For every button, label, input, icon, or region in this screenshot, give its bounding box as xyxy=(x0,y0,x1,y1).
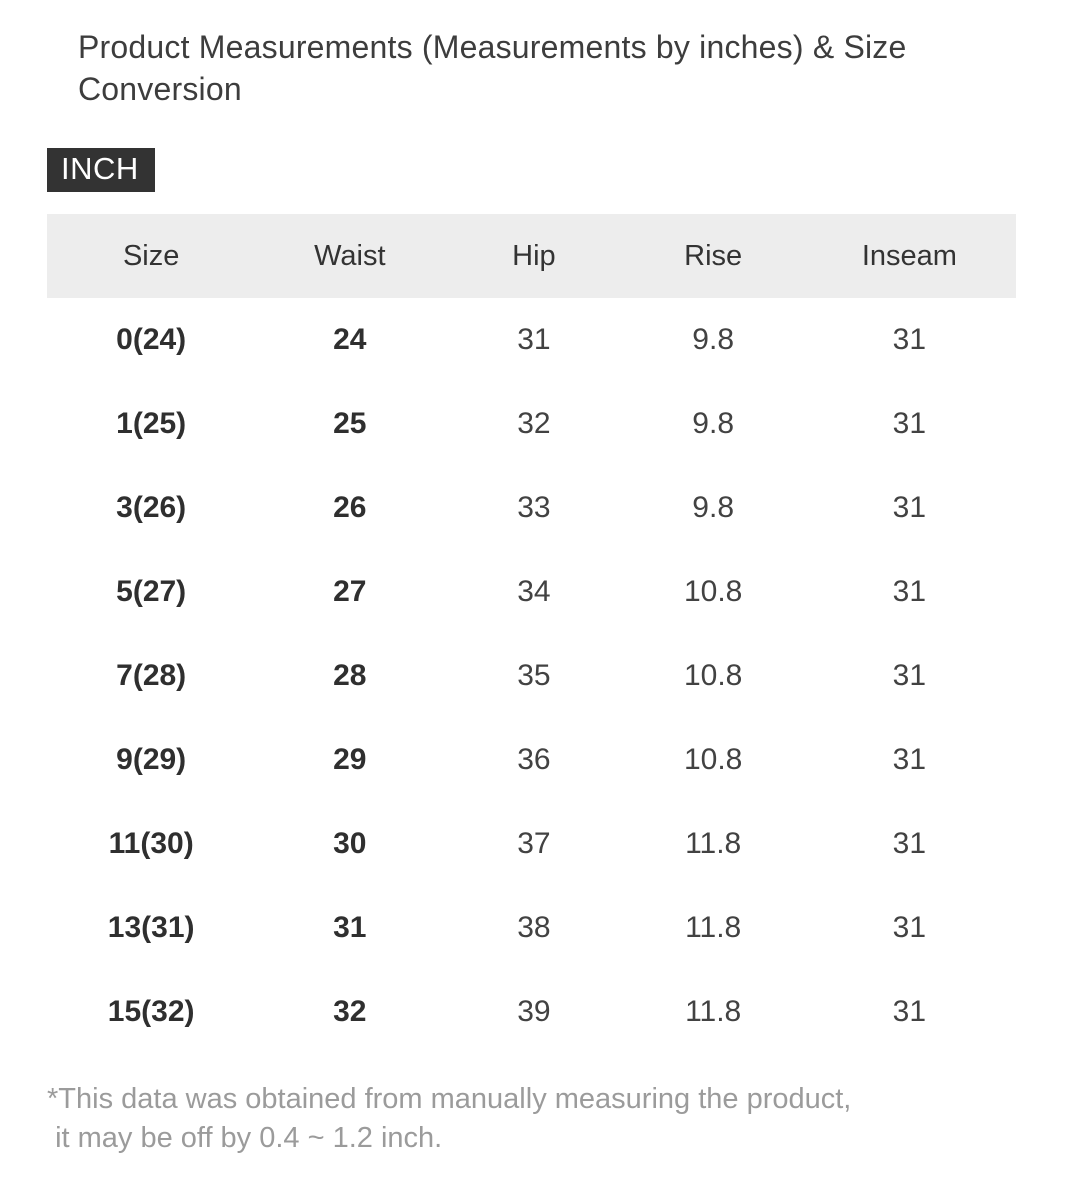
hip-cell: 34 xyxy=(517,575,551,608)
hip-cell: 31 xyxy=(517,323,551,356)
inseam-cell: 31 xyxy=(892,659,927,692)
table-row: 1(25) 25 32 9.8 31 xyxy=(47,382,1016,466)
table-row: 11(30) 30 37 11.8 31 xyxy=(47,802,1016,886)
table-row: 13(31) 31 38 11.8 31 xyxy=(47,886,1016,970)
size-cell: 3(26) xyxy=(116,491,187,524)
hip-cell: 32 xyxy=(517,407,551,440)
size-cell: 15(32) xyxy=(107,995,195,1028)
hip-cell: 39 xyxy=(517,995,551,1028)
waist-cell: 27 xyxy=(333,575,367,608)
size-conversion-table: Size Waist Hip Rise Inseam 0(24) 24 31 9… xyxy=(47,214,1016,1054)
table-row: 7(28) 28 35 10.8 31 xyxy=(47,634,1016,718)
disclaimer-line-1: *This data was obtained from manually me… xyxy=(47,1083,852,1115)
size-cell: 0(24) xyxy=(116,323,187,356)
hip-cell: 35 xyxy=(517,659,551,692)
inseam-cell: 31 xyxy=(892,827,927,860)
rise-cell: 11.8 xyxy=(685,911,742,944)
hip-cell: 36 xyxy=(517,743,551,776)
waist-cell: 31 xyxy=(333,911,367,944)
table-row: 5(27) 27 34 10.8 31 xyxy=(47,550,1016,634)
inseam-cell: 31 xyxy=(892,743,927,776)
size-cell: 1(25) xyxy=(116,407,187,440)
page-title-line-1: Product Measurements (Measurements by in… xyxy=(78,29,907,65)
table-row: 3(26) 26 33 9.8 31 xyxy=(47,466,1016,550)
table-body: 0(24) 24 31 9.8 31 1(25) 25 32 9.8 31 3(… xyxy=(47,298,1016,1054)
inseam-cell: 31 xyxy=(892,323,927,356)
column-header-waist: Waist xyxy=(314,239,386,272)
measurement-disclaimer: *This data was obtained from manually me… xyxy=(47,1080,1020,1158)
rise-cell: 9.8 xyxy=(692,323,735,356)
size-cell: 9(29) xyxy=(116,743,187,776)
inseam-cell: 31 xyxy=(892,995,927,1028)
rise-cell: 10.8 xyxy=(683,743,743,776)
table-row: 0(24) 24 31 9.8 31 xyxy=(47,298,1016,382)
size-cell: 7(28) xyxy=(116,659,187,692)
waist-cell: 24 xyxy=(333,323,367,356)
waist-cell: 32 xyxy=(333,995,367,1028)
rise-cell: 10.8 xyxy=(683,575,743,608)
table-header-row: Size Waist Hip Rise Inseam xyxy=(47,214,1016,298)
hip-cell: 37 xyxy=(517,827,551,860)
waist-cell: 28 xyxy=(333,659,367,692)
waist-cell: 25 xyxy=(333,407,367,440)
page-title-line-2: Conversion xyxy=(78,71,242,107)
page-title: Product Measurements (Measurements by in… xyxy=(78,26,1032,110)
column-header-size: Size xyxy=(122,239,180,272)
hip-cell: 38 xyxy=(517,911,551,944)
inseam-cell: 31 xyxy=(892,911,927,944)
waist-cell: 29 xyxy=(333,743,367,776)
rise-cell: 11.8 xyxy=(685,827,742,860)
table-row: 9(29) 29 36 10.8 31 xyxy=(47,718,1016,802)
inseam-cell: 31 xyxy=(892,407,927,440)
column-header-rise: Rise xyxy=(684,239,743,272)
table-row: 15(32) 32 39 11.8 31 xyxy=(47,970,1016,1054)
column-header-hip: Hip xyxy=(512,239,556,272)
size-cell: 5(27) xyxy=(116,575,187,608)
hip-cell: 33 xyxy=(517,491,551,524)
inseam-cell: 31 xyxy=(892,491,927,524)
waist-cell: 26 xyxy=(333,491,367,524)
size-cell: 13(31) xyxy=(107,911,195,944)
rise-cell: 11.8 xyxy=(685,995,742,1028)
rise-cell: 9.8 xyxy=(692,407,735,440)
size-cell: 11(30) xyxy=(108,827,194,860)
waist-cell: 30 xyxy=(333,827,367,860)
unit-badge-inch: INCH xyxy=(47,148,155,192)
inseam-cell: 31 xyxy=(892,575,927,608)
disclaimer-line-2: it may be off by 0.4 ~ 1.2 inch. xyxy=(47,1122,443,1154)
rise-cell: 9.8 xyxy=(692,491,735,524)
rise-cell: 10.8 xyxy=(683,659,743,692)
column-header-inseam: Inseam xyxy=(861,239,957,272)
